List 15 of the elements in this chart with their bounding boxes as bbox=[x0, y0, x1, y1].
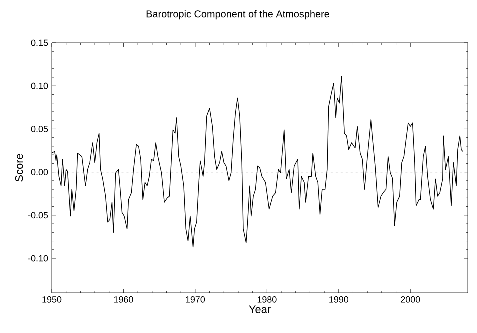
x-axis-title: Year bbox=[249, 306, 271, 314]
x-tick-label: 1980 bbox=[258, 296, 277, 303]
y-tick-label: -0.05 bbox=[28, 212, 48, 219]
y-tick-label: 0.05 bbox=[31, 126, 48, 132]
y-tick-label: 0.00 bbox=[31, 169, 48, 176]
y-axis-title: Score bbox=[15, 154, 24, 182]
x-tick-label: 1990 bbox=[330, 296, 349, 303]
chart-title: Barotropic Component of the Atmosphere bbox=[146, 10, 330, 20]
x-tick-label: 2000 bbox=[401, 296, 420, 303]
x-tick-label: 1960 bbox=[114, 296, 134, 303]
x-tick-label: 1970 bbox=[186, 296, 206, 303]
y-tick-label: 0.10 bbox=[31, 82, 48, 90]
x-tick-label: 1950 bbox=[42, 296, 62, 303]
y-tick-label: 0.15 bbox=[31, 40, 48, 46]
y-tick-label: -0.10 bbox=[28, 255, 48, 262]
